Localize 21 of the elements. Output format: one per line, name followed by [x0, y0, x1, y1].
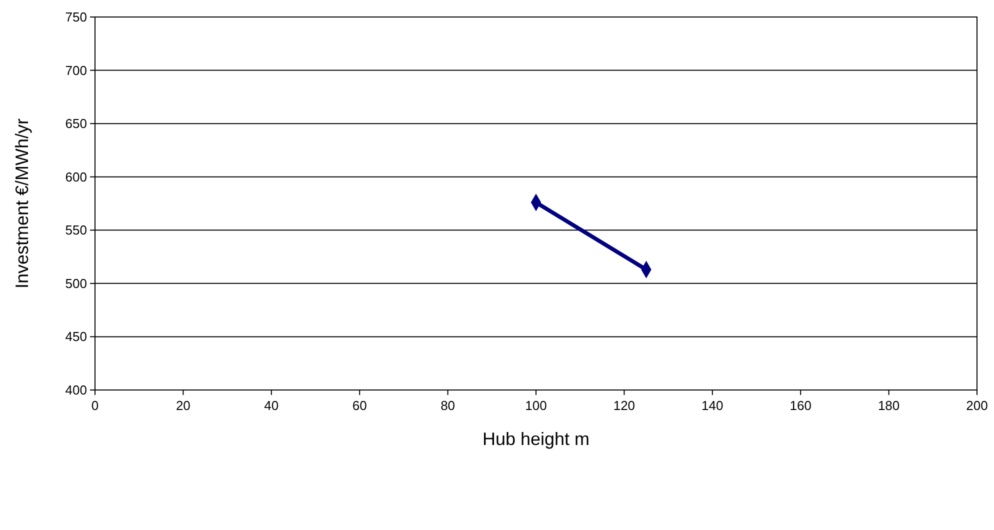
- x-tick-label: 200: [966, 398, 988, 413]
- y-tick-label: 650: [65, 116, 87, 132]
- x-tick-label: 160: [790, 398, 812, 413]
- x-tick-label: 180: [878, 398, 900, 413]
- y-tick-label: 750: [65, 10, 87, 24]
- y-axis-title: Investment €/MWh/yr: [12, 118, 32, 289]
- y-tick-label: 450: [65, 329, 87, 344]
- x-tick-label: 20: [176, 398, 190, 413]
- x-tick-label: 120: [613, 398, 636, 413]
- y-tick-label: 600: [65, 169, 87, 184]
- x-tick-label: 140: [702, 398, 724, 413]
- y-tick-label: 400: [65, 382, 87, 398]
- y-tick-label: 700: [65, 62, 87, 78]
- y-tick-label: 500: [65, 276, 87, 291]
- y-tick-label: 550: [65, 222, 87, 238]
- x-tick-label: 100: [525, 398, 547, 413]
- x-tick-label: 60: [352, 398, 367, 413]
- x-axis-title: Hub height m: [482, 429, 590, 449]
- x-tick-label: 0: [91, 398, 99, 413]
- x-tick-label: 80: [440, 398, 456, 413]
- x-tick-label: 40: [264, 398, 279, 413]
